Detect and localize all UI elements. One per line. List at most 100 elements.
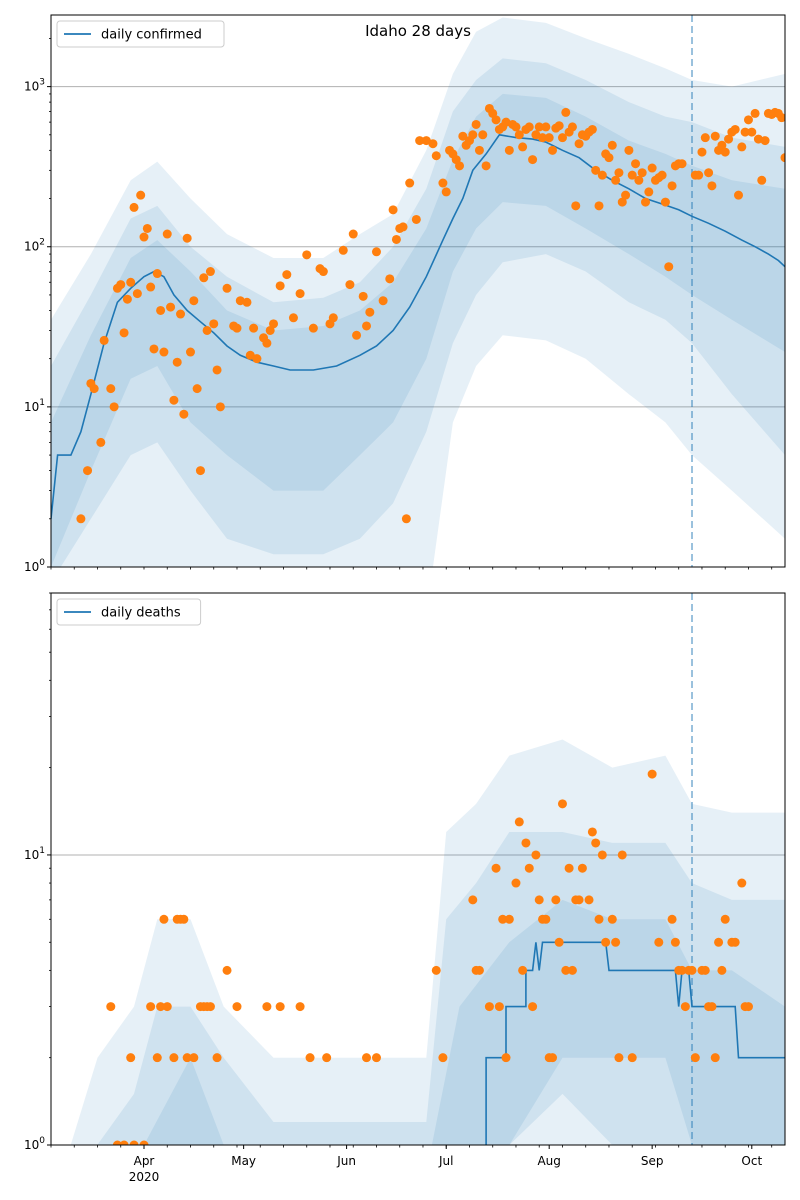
- data-point: [694, 170, 704, 180]
- y-tick: 101: [24, 846, 51, 862]
- y-tick-label: 101: [24, 398, 45, 414]
- data-point: [757, 175, 767, 185]
- data-point: [415, 136, 425, 146]
- legend-label: daily confirmed: [101, 28, 202, 43]
- data-point: [561, 965, 571, 975]
- data-point: [172, 357, 182, 367]
- data-point: [634, 175, 644, 185]
- data-point: [338, 245, 348, 255]
- data-point: [385, 274, 395, 284]
- data-point: [667, 914, 677, 924]
- legend-box: [56, 598, 202, 626]
- uncertainty-band: [97, 832, 785, 1145]
- data-point: [690, 1053, 700, 1063]
- data-point: [348, 229, 358, 239]
- confirmed-panel: 100 101 102 103 Idaho 28 days daily confirmed: [24, 14, 786, 574]
- data-point: [707, 1002, 717, 1012]
- data-point: [647, 163, 657, 173]
- data-point: [232, 1002, 242, 1012]
- data-point: [687, 965, 697, 975]
- data-point: [544, 133, 554, 143]
- data-point: [621, 190, 631, 200]
- data-point: [700, 965, 710, 975]
- data-point: [146, 1002, 156, 1012]
- data-point: [146, 282, 156, 292]
- data-point: [398, 222, 408, 232]
- data-point: [541, 122, 551, 132]
- data-point: [567, 122, 577, 132]
- data-point: [584, 895, 594, 905]
- data-point: [179, 409, 189, 419]
- data-point: [119, 328, 129, 338]
- data-point: [275, 281, 285, 291]
- data-point: [627, 170, 637, 180]
- data-point: [109, 402, 119, 412]
- data-point: [282, 270, 292, 280]
- data-point: [677, 159, 687, 169]
- data-point: [205, 267, 215, 277]
- data-point: [531, 850, 541, 860]
- data-point: [159, 914, 169, 924]
- data-point: [710, 1053, 720, 1063]
- data-point: [607, 914, 617, 924]
- x-tick: Sep: [641, 1145, 663, 1168]
- data-point: [468, 895, 478, 905]
- series-line: [485, 941, 785, 1145]
- data-point: [136, 190, 146, 200]
- data-point: [212, 365, 222, 375]
- data-point: [262, 338, 272, 348]
- data-point: [514, 817, 524, 827]
- data-point: [614, 168, 624, 178]
- data-point: [780, 153, 785, 163]
- data-point: [122, 294, 132, 304]
- data-point: [365, 307, 375, 317]
- data-point: [740, 127, 750, 137]
- data-point: [262, 1002, 272, 1012]
- data-point: [431, 965, 441, 975]
- data-point: [182, 233, 192, 243]
- data-point: [491, 115, 501, 125]
- series-line: [51, 133, 785, 519]
- x-tick: Oct: [741, 1145, 762, 1168]
- data-point: [189, 1053, 199, 1063]
- data-point: [362, 1053, 372, 1063]
- data-point: [591, 838, 601, 848]
- data-point: [288, 313, 298, 323]
- chart-title: Idaho 28 days: [365, 22, 471, 40]
- y-tick-label: 102: [24, 238, 45, 254]
- data-point: [534, 895, 544, 905]
- data-point: [644, 187, 654, 197]
- data-point: [548, 1053, 558, 1063]
- x-tick-label: Jun: [336, 1154, 356, 1168]
- data-point: [371, 1053, 381, 1063]
- data-point: [189, 296, 199, 306]
- data-point: [720, 914, 730, 924]
- data-point: [139, 1140, 149, 1145]
- data-point: [528, 155, 538, 165]
- data-point: [305, 1053, 315, 1063]
- data-point: [89, 384, 99, 394]
- data-point: [737, 142, 747, 152]
- data-point: [611, 937, 621, 947]
- data-point: [405, 178, 415, 188]
- data-point: [388, 205, 398, 215]
- data-point: [710, 131, 720, 141]
- data-point: [322, 1053, 332, 1063]
- data-point: [185, 347, 195, 357]
- data-point: [411, 214, 421, 224]
- data-point: [571, 201, 581, 211]
- data-point: [468, 130, 478, 140]
- data-point: [126, 277, 136, 287]
- data-point: [455, 161, 465, 171]
- data-point: [561, 107, 571, 117]
- data-point: [670, 937, 680, 947]
- data-point: [554, 121, 564, 131]
- data-point: [611, 175, 621, 185]
- data-point: [714, 937, 724, 947]
- data-point: [597, 170, 607, 180]
- data-point: [664, 262, 674, 272]
- x-tick: Jul: [438, 1145, 453, 1168]
- data-point: [717, 965, 727, 975]
- data-point: [265, 325, 275, 335]
- data-point: [295, 1002, 305, 1012]
